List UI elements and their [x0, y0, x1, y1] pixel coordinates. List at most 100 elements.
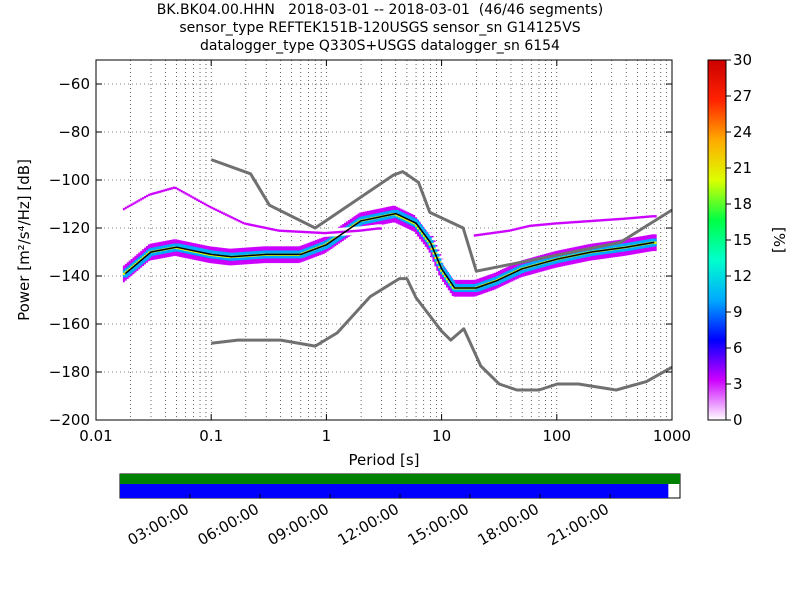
- density-cell: [417, 216, 423, 220]
- y-axis-ticks: −200 −180 −160 −140 −120 −100 −80 −60: [49, 75, 672, 429]
- colorbar-tick-label: 3: [733, 375, 743, 393]
- x-tick-label: 1000: [653, 427, 691, 445]
- x-axis-label: Period [s]: [348, 451, 419, 469]
- density-cell: [424, 234, 430, 238]
- density-cell: [415, 214, 421, 218]
- plot-frame: [95, 59, 673, 421]
- density-cell: [428, 240, 434, 244]
- title-line-2: sensor_type REFTEK151B-120USGS sensor_sn…: [179, 20, 581, 36]
- y-tick-label: −180: [49, 363, 90, 381]
- density-cell: [122, 281, 128, 285]
- density-cell: [122, 274, 128, 278]
- density-cell: [422, 224, 428, 228]
- x-tick-label: 0.1: [199, 427, 223, 445]
- colorbar-ticks: 0 3 6 9 12 15 18 21 24 27 30: [726, 51, 752, 429]
- density-cell: [136, 263, 142, 267]
- colorbar: 0 3 6 9 12 15 18 21 24 27 30 [%]: [707, 51, 788, 429]
- density-cell: [130, 275, 136, 279]
- density-cell: [430, 244, 436, 248]
- density-cell: [428, 235, 434, 239]
- series-nhnm-line: [210, 158, 673, 273]
- density-cell: [651, 248, 657, 252]
- y-axis-label: Power [m²/s⁴/Hz] [dB]: [15, 159, 33, 321]
- colorbar-tick-label: 6: [733, 339, 743, 357]
- timeline-tick-label: 12:00:00: [335, 500, 402, 549]
- series-nlnm-line: [211, 277, 673, 392]
- density-cell: [413, 219, 419, 223]
- timeline-tick-label: 09:00:00: [265, 500, 332, 549]
- x-tick-label: 10: [432, 427, 451, 445]
- title-line-1: BK.BK04.00.HHN 2018-03-01 -- 2018-03-01 …: [156, 2, 604, 18]
- density-cell: [442, 262, 448, 266]
- series-layer: [124, 158, 673, 392]
- density-cell: [134, 271, 140, 275]
- density-cell: [651, 250, 657, 254]
- density-cell: [445, 274, 451, 278]
- colorbar-tick-label: 27: [733, 87, 752, 105]
- segment-timeline: 03:00:00 06:00:00 09:00:00 12:00:00 15:00:00…: [119, 473, 681, 549]
- density-cell: [128, 269, 134, 273]
- y-tick-label: −100: [49, 171, 90, 189]
- colorbar-tick-label: 15: [733, 231, 752, 249]
- density-cell: [438, 255, 444, 259]
- density-cell: [651, 243, 657, 247]
- density-cell: [444, 272, 450, 276]
- x-tick-label: 1: [322, 427, 332, 445]
- density-cell: [436, 251, 442, 255]
- colorbar-tick-label: 21: [733, 159, 752, 177]
- density-cell: [419, 219, 425, 223]
- timeline-ticks: 03:00:00 06:00:00 09:00:00 12:00:00 15:00:00…: [125, 494, 612, 549]
- density-cell: [132, 266, 138, 270]
- y-tick-label: −140: [49, 267, 90, 285]
- density-cell: [447, 270, 453, 274]
- density-cell: [434, 246, 440, 250]
- density-cell: [140, 267, 146, 271]
- density-cell: [124, 272, 130, 276]
- density-cell: [444, 264, 450, 268]
- density-cell: [432, 249, 438, 253]
- density-cell: [130, 267, 136, 271]
- colorbar-tick-label: 24: [733, 123, 752, 141]
- density-cell: [126, 271, 132, 275]
- colorbar-tick-label: 18: [733, 195, 752, 213]
- x-tick-label: 100: [542, 427, 571, 445]
- density-cell: [651, 236, 657, 240]
- timeline-tick-label: 03:00:00: [125, 500, 192, 549]
- colorbar-tick-label: 30: [733, 51, 752, 69]
- density-cell: [124, 280, 130, 284]
- density-cell: [651, 214, 657, 218]
- density-cell: [420, 229, 426, 233]
- density-cell: [422, 231, 428, 235]
- density-cell: [376, 226, 382, 230]
- density-cell: [144, 256, 150, 260]
- density-cell: [376, 224, 382, 228]
- density-cell: [428, 232, 434, 236]
- timeline-bar-used-segments: [120, 484, 669, 498]
- timeline-bar-data-available: [120, 474, 680, 484]
- density-cell: [442, 269, 448, 273]
- density-cell: [445, 267, 451, 271]
- x-tick-label: 0.01: [79, 427, 112, 445]
- density-cell: [128, 276, 134, 280]
- density-cell: [142, 258, 148, 262]
- colorbar-tick-label: 9: [733, 303, 743, 321]
- density-cell: [145, 262, 151, 266]
- density-cell: [138, 261, 144, 265]
- density-cell: [142, 265, 148, 269]
- title-line-3: datalogger_type Q330S+USGS datalogger_sn…: [200, 38, 560, 54]
- density-cell: [438, 262, 444, 266]
- density-layer: [122, 183, 657, 300]
- timeline-tick-label: 18:00:00: [475, 500, 542, 549]
- timeline-bars: [120, 474, 680, 498]
- density-cell: [413, 211, 419, 215]
- density-cell: [651, 233, 657, 237]
- density-cell: [651, 231, 657, 235]
- density-cell: [426, 236, 432, 240]
- density-cell: [132, 273, 138, 277]
- density-cell: [432, 242, 438, 246]
- density-cell: [145, 254, 151, 258]
- colorbar-tick-label: 12: [733, 267, 752, 285]
- density-cell: [447, 277, 453, 281]
